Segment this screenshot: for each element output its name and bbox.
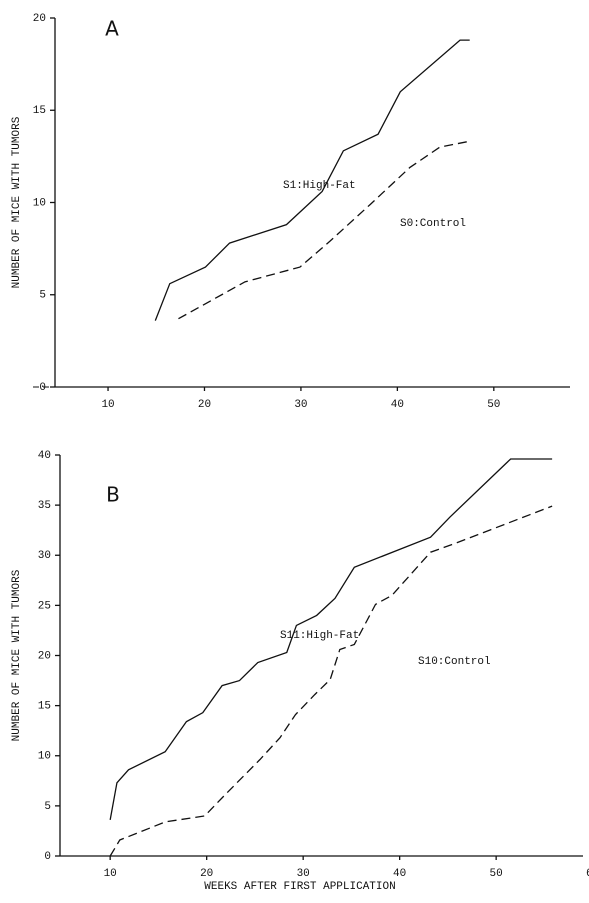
y-tick-label: 5 [44,801,51,813]
y-tick-label: 15 [38,701,51,713]
x-tick-label: 10 [104,868,117,880]
y-tick-label: 10 [38,751,51,763]
x-tick-label: 10 [101,399,114,411]
y-tick-label: 30 [38,550,51,562]
x-tick-label: 40 [391,399,404,411]
y-tick-label: 35 [38,500,51,512]
y-tick-label: 10 [33,197,46,209]
x-tick-label: 20 [198,399,211,411]
y-tick-label: 20 [38,650,51,662]
series-label: S10:Control [418,656,491,668]
x-tick-label: 20 [200,868,213,880]
panel-label: A [105,17,119,41]
series-label: S0:Control [400,218,466,230]
y-tick-label: 25 [38,600,51,612]
y-axis-title: NUMBER OF MICE WITH TUMORS [11,116,23,288]
x-tick-label: 40 [393,868,406,880]
series-line [109,458,553,821]
series-line [178,140,468,320]
x-axis-title: WEEKS AFTER FIRST APPLICATION [204,881,395,893]
x-tick-label: 50 [490,868,503,880]
series-line [109,505,553,857]
y-tick-label: 20 [33,13,46,25]
series-label: S11:High-Fat [280,630,359,642]
y-tick-label: 0 [44,851,51,863]
x-tick-label: 60 [586,868,589,880]
y-axis-title: NUMBER OF MICE WITH TUMORS [11,569,23,741]
x-tick-label: 30 [297,868,310,880]
x-tick-label: 30 [294,399,307,411]
y-tick-label: 0 [39,382,46,394]
series-label: S1:High-Fat [283,180,356,192]
y-tick-label: 15 [33,105,46,117]
panel-label: B [106,483,120,507]
y-tick-label: 5 [39,290,46,302]
y-tick-label: 40 [38,450,51,462]
x-tick-label: 50 [487,399,500,411]
series-line [154,39,470,321]
